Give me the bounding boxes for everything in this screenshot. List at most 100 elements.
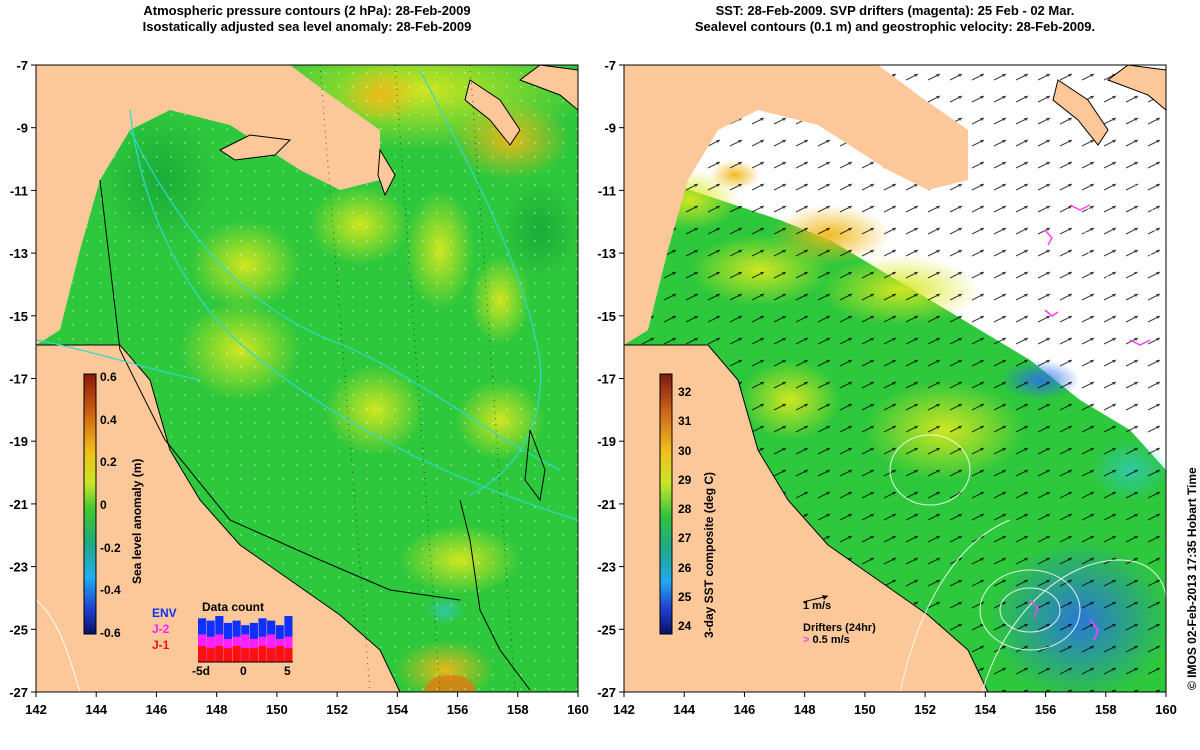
drifter-legend-row: > 0.5 m/s [803,634,850,646]
data-count-tick-label: 0 [240,664,247,678]
sst-colorbar [659,373,673,635]
data-count-inset [198,614,293,663]
right-y-tick-label: -21 [597,497,616,512]
left-y-tick-label: -11 [10,183,28,198]
left-x-tick-label: 142 [25,702,47,717]
data-count-tick-label: 5 [284,664,291,678]
right-x-tick-label: 148 [794,702,816,717]
right-y-tick-label: -23 [597,560,616,575]
mission-label-j-1: J-1 [152,638,170,652]
colorbar-tick-label: 27 [678,531,692,546]
left-x-tick-label: 148 [206,702,228,717]
sla-colorbar-label: Sea level anomaly (m) [130,458,144,584]
right-y-tick-label: -13 [597,246,616,261]
colorbar-tick-label: 0 [100,498,107,512]
right-x-tick-label: 158 [1095,702,1117,717]
left-title-line2: Isostatically adjusted sea level anomaly… [142,19,472,34]
drifter-tracks [1029,204,1151,641]
data-count-bar [198,645,207,662]
mission-label-j-2: J-2 [152,622,170,636]
right-y-tick-label: -25 [597,622,616,637]
colorbar-tick-label: 29 [678,472,692,487]
right-title-line1: SST: 28-Feb-2009. SVP drifters (magenta)… [715,3,1075,18]
drifter-legend-icon: > [803,634,810,646]
drifter-legend-value: 0.5 m/s [812,634,850,646]
velocity-legend-arrow [802,595,829,603]
data-count-bar [267,648,276,662]
australia-land [36,345,400,692]
colorbar-tick-label: 25 [678,589,692,604]
right-x-tick-label: 156 [1035,702,1057,717]
left-x-tick-label: 150 [266,702,288,717]
left-x-tick-label: 158 [507,702,529,717]
data-count-bar [249,648,258,662]
left-map-title: Atmospheric pressure contours (2 hPa): 2… [36,3,578,35]
mission-label-env: ENV [152,606,177,620]
right-x-tick-label: 144 [673,702,695,717]
right-y-tick-label: -9 [604,121,616,136]
colorbar-tick-label: -0.4 [100,583,121,598]
right-map-title: SST: 28-Feb-2009. SVP drifters (magenta)… [624,3,1166,35]
colorbar-tick-label: 26 [678,560,692,575]
right-y-tick-label: -27 [597,685,616,700]
right-title-line2: Sealevel contours (0.1 m) and geostrophi… [694,19,1096,34]
left-title-line1: Atmospheric pressure contours (2 hPa): 2… [143,3,471,18]
data-count-tick-label: -5d [192,664,210,678]
colorbar-tick-label: 30 [678,443,692,458]
left-y-tick-label: -15 [9,309,28,324]
left-map [36,65,578,692]
left-x-tick-label: 154 [386,702,408,717]
data-count-bar [232,645,241,662]
right-y-tick-label: -17 [597,372,616,387]
left-y-tick-label: -25 [9,622,28,637]
left-y-tick-label: -21 [9,497,28,512]
right-x-tick-label: 146 [734,702,756,717]
data-count-bar [215,645,224,662]
data-count-bar [258,645,267,662]
colorbar-tick-label: 31 [678,414,692,429]
left-y-tick-label: -13 [9,246,28,261]
colorbar-tick-label: 28 [678,502,692,516]
velocity-legend-label: 1 m/s [803,600,832,612]
colorbar-tick-label: -0.6 [100,626,121,640]
colorbar-tick-label: 32 [678,385,692,399]
left-x-tick-label: 146 [146,702,168,717]
right-y-tick-label: -11 [598,183,616,198]
colorbar-tick-label: 24 [678,619,692,633]
left-y-tick-label: -9 [16,121,28,136]
sst-colorbar-label: 3-day SST composite (deg C) [702,471,716,638]
right-x-tick-label: 160 [1155,702,1177,717]
right-x-tick-label: 154 [974,702,996,717]
new-guinea-land [36,65,380,345]
data-count-bar [275,645,284,662]
imos-credit: © IMOS 02-Feb-2013 17:35 Hobart Time [1185,467,1199,690]
drifter-legend-title: Drifters (24hr) [803,622,876,634]
data-count-bar [284,648,293,662]
data-count-bar [241,648,250,662]
data-count-bar [223,648,233,662]
right-new-guinea-land [624,65,968,345]
colorbar-tick-label: 0.2 [100,455,117,470]
left-x-tick-label: 152 [326,702,348,717]
sla-colorbar [83,373,97,635]
left-x-tick-label: 156 [447,702,469,717]
right-x-tick-label: 150 [854,702,876,717]
data-count-bar [206,648,215,662]
data-count-title: Data count [202,600,265,614]
left-y-tick-label: -23 [9,560,28,575]
right-x-tick-label: 142 [613,702,635,717]
right-australia-land [624,345,988,692]
left-x-tick-label: 144 [85,702,107,717]
left-x-tick-label: 160 [567,702,589,717]
colorbar-tick-label: 0.4 [100,412,117,427]
left-y-tick-label: -19 [9,434,28,449]
right-map [624,65,1166,692]
right-y-tick-label: -19 [597,434,616,449]
colorbar-tick-label: -0.2 [100,540,121,555]
left-y-tick-label: -7 [16,58,28,73]
right-y-tick-label: -15 [597,309,616,324]
right-y-tick-label: -7 [604,58,616,73]
right-x-tick-label: 152 [914,702,936,717]
left-y-tick-label: -27 [9,685,28,700]
